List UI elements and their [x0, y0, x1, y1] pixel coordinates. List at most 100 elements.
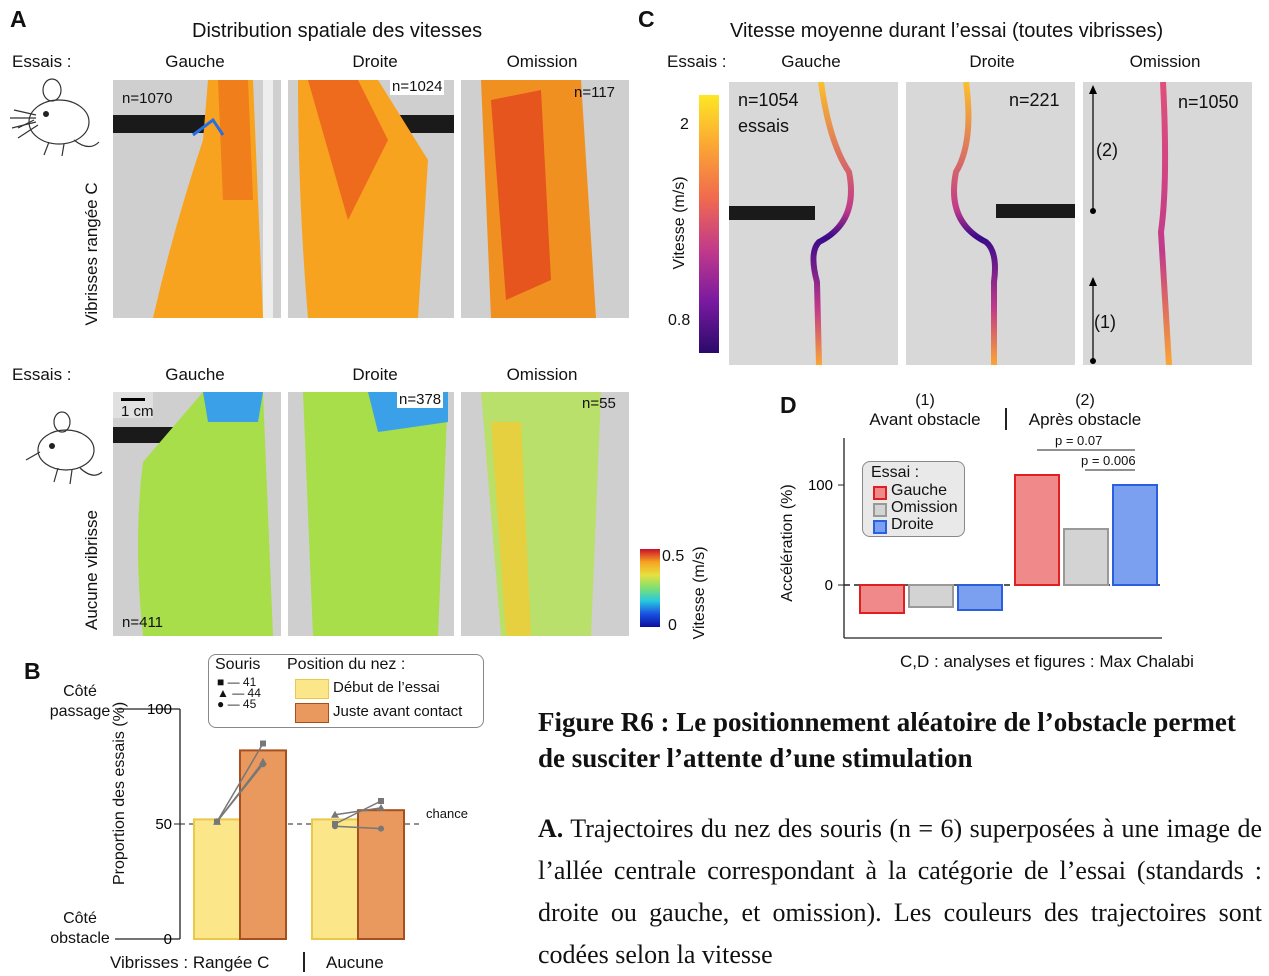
b-mouse-45-link-1: [334, 825, 382, 830]
speed-image-omission: [1083, 82, 1252, 365]
col-droite-row2: Droite: [352, 365, 398, 384]
panel-c-label: C: [638, 6, 655, 32]
credit: C,D : analyses et figures : Max Chalabi: [900, 652, 1194, 671]
b-mouse-41-link-0: [216, 743, 264, 823]
panel-a-title: Distribution spatiale des vitesses: [192, 20, 483, 42]
b-mouse-41-pt-1-1: [378, 798, 384, 804]
b-mouse-44-pt-1-1: [377, 803, 385, 811]
p-value-2: p = 0.006: [1081, 453, 1136, 468]
b-mouse-45-pt-1-1: [378, 825, 384, 832]
legend-d-droite: Droite: [891, 516, 934, 533]
col-gauche-row2: Gauche: [165, 365, 225, 384]
y-bottom-label: Côté obstacle: [50, 910, 110, 947]
legend-b-swatch-debut: [295, 679, 329, 699]
essais-label-row2: Essais :: [12, 365, 72, 384]
panel-b-legend: Souris ■ — 41 ▲ — 44 ● — 45 Position du …: [208, 654, 484, 728]
b-bar-1-1: [357, 809, 405, 940]
group-num-2: (2): [1075, 392, 1095, 409]
legend-b-contact: Juste avant contact: [333, 703, 463, 720]
row1-label: Vibrisses rangée C: [82, 182, 101, 326]
legend-d-gauche: Gauche: [891, 482, 948, 499]
xlabel-rangee-c: Vibrisses : Rangée C: [110, 953, 270, 972]
legend-b-mice-title: Souris: [215, 656, 261, 673]
d-bar-2-0: [957, 584, 1003, 611]
trajectory-image-r2-omission: [461, 392, 629, 636]
col-gauche-row1: Gauche: [165, 52, 225, 71]
d-bar-0-0: [859, 584, 905, 614]
legend-b-mice-list: ■ — 41 ▲ — 44 ● — 45: [217, 675, 261, 711]
count-r2-gauche: n=411: [122, 614, 164, 631]
b-bar-0-0: [193, 818, 241, 940]
count-r1-gauche: n=1070: [122, 90, 173, 107]
group-label-2: Après obstacle: [1028, 410, 1142, 429]
d-ytick-label-0: 0: [825, 577, 833, 594]
marker-1: (1): [1094, 312, 1116, 332]
mouse-whiskers-icon: [10, 78, 100, 157]
b-mouse-41-link-1: [334, 800, 382, 825]
count-r2-droite: n=378: [397, 391, 444, 408]
mouse-no-whiskers-icon: [25, 411, 103, 485]
b-ytick-label-2: 100: [147, 701, 172, 718]
legend-d-swatch-droite: [873, 520, 887, 534]
colorbar-a-label: Vitesse (m/s): [691, 546, 708, 640]
figure-caption-title: Figure R6 : Le positionnement aléatoire …: [538, 707, 1236, 773]
essais-label-row1: Essais :: [12, 52, 72, 71]
count-r1-omission: n=117: [574, 84, 616, 101]
panel-c-title: Vitesse moyenne durant l’essai (toutes v…: [730, 20, 1164, 42]
legend-d-omission: Omission: [891, 499, 958, 516]
count-r1-droite: n=1024: [390, 78, 445, 95]
panel-a-label: A: [10, 6, 27, 32]
legend-d-swatch-omission: [873, 503, 887, 517]
d-ytick-label-1: 100: [808, 477, 833, 494]
group-num-1: (1): [915, 392, 935, 409]
xlabel-aucune: Aucune: [326, 953, 384, 972]
row2-label: Aucune vibrisse: [82, 510, 101, 631]
legend-b-debut: Début de l’essai: [333, 679, 440, 696]
count-c-gauche: n=1054: [738, 90, 799, 110]
group-divider: [1005, 408, 1007, 430]
col-omission-c: Omission: [1129, 52, 1201, 71]
figure-caption-body: A. Trajectoires du nez des souris (n = 6…: [538, 808, 1262, 976]
count-c-omission: n=1050: [1178, 92, 1239, 112]
p-value-1: p = 0.07: [1055, 433, 1103, 448]
count-r2-omission: n=55: [582, 395, 616, 412]
b-mouse-45-pt-0-1: [260, 761, 266, 768]
col-droite-c: Droite: [969, 52, 1015, 71]
trajectory-image-r1-gauche: [113, 80, 281, 318]
marker-2: (2): [1096, 140, 1118, 160]
panel-d-legend: Essai : Gauche Omission Droite: [862, 461, 965, 537]
b-mouse-44-link-1: [334, 807, 382, 816]
d-bar-1-1: [1063, 528, 1109, 586]
b-mouse-41-pt-0-1: [260, 740, 266, 747]
d-bar-1-0: [908, 584, 954, 608]
legend-d-title: Essai :: [871, 464, 920, 481]
b-bar-0-1: [311, 818, 359, 940]
legend-b-position-title: Position du nez :: [287, 656, 406, 673]
b-bar-1-0: [239, 749, 287, 941]
b-ytick-label-0: 0: [164, 931, 172, 948]
b-ytick-label-1: 50: [155, 816, 172, 833]
col-droite-row1: Droite: [352, 52, 398, 71]
group-label-1: Avant obstacle: [869, 410, 981, 429]
colorbar-a-tick-top: 0.5: [662, 548, 685, 565]
colorbar-c-label: Vitesse (m/s): [671, 176, 688, 270]
b-mouse-45-pt-1-0: [332, 823, 338, 830]
y-top-label: Côté passage: [49, 683, 111, 720]
panel-b-label: B: [24, 658, 41, 684]
trajectory-image-r1-omission: [461, 80, 629, 318]
trajectory-image-r2-droite: [288, 392, 454, 636]
legend-b-swatch-contact: [295, 703, 329, 723]
xlabel-divider: [303, 952, 305, 972]
legend-b-mouse-45: ● — 45: [217, 697, 257, 711]
chance-label: chance: [426, 806, 468, 821]
col-omission-row2: Omission: [506, 365, 578, 384]
d-bar-0-1: [1014, 474, 1060, 586]
d-bar-2-1: [1112, 484, 1158, 586]
colorbar-c-tick-bottom: 0.8: [668, 312, 691, 329]
col-omission-row1: Omission: [506, 52, 578, 71]
count-c-suffix: essais: [738, 116, 790, 136]
trajectory-image-r2-gauche: [113, 392, 281, 636]
b-mouse-45-link-0: [216, 763, 264, 823]
trajectory-image-r1-droite: [288, 80, 454, 318]
legend-b-mouse-41: ■ — 41: [217, 675, 257, 689]
